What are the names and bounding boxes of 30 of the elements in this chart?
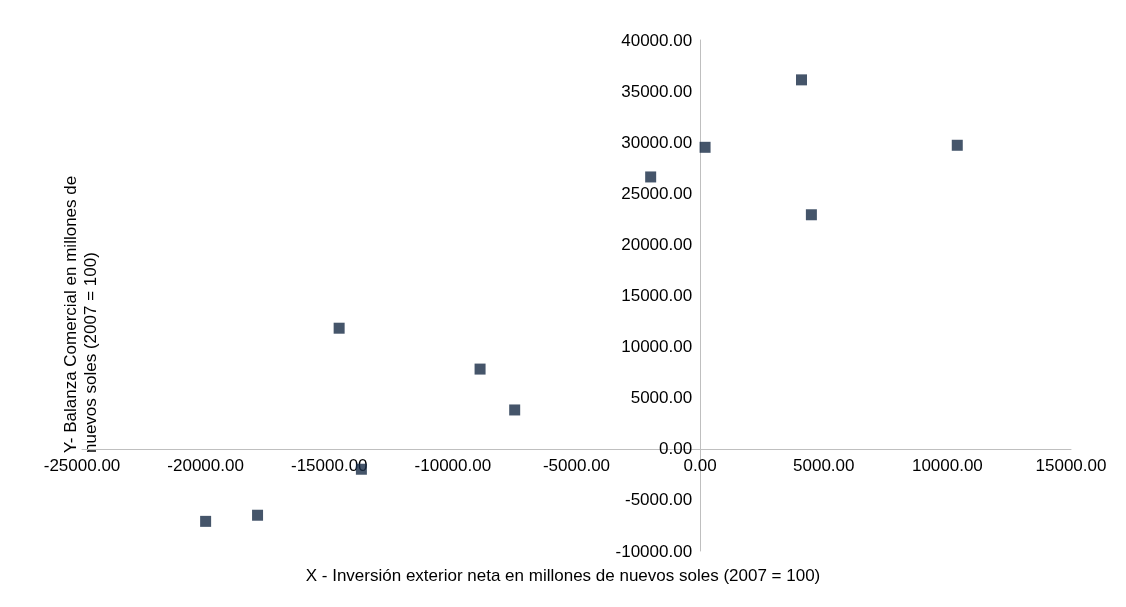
y-tick-label: 30000.00 (621, 132, 693, 152)
point (333, 322, 345, 334)
x-tick-label: -5000.00 (542, 455, 611, 475)
point (474, 363, 486, 375)
y-tick-label: 35000.00 (621, 81, 693, 101)
y-tick-label: 5000.00 (630, 388, 693, 408)
point (509, 404, 521, 416)
y-tick-label: 15000.00 (621, 286, 693, 305)
y-axis-title: Y- Balanza Comercial en millones de nuevos soles (2007 = 100) (60, 171, 100, 453)
x-tick-label: -20000.00 (167, 455, 244, 475)
x-axis-title: X - Inversión exterior neta en millones de nuevos soles (2007 = 100) (305, 566, 821, 585)
point (645, 171, 657, 183)
y-tick-label: 10000.00 (621, 337, 693, 357)
y-tick-label: 25000.00 (621, 183, 693, 203)
y-tick-label: -5000.00 (625, 490, 693, 510)
y-tick-label: 40000.00 (621, 30, 693, 50)
point (805, 209, 817, 221)
point (796, 74, 807, 86)
point (200, 515, 212, 527)
x-tick-label: -15000.00 (290, 455, 368, 475)
x-tick-label: -25000.00 (43, 455, 121, 475)
point (699, 141, 711, 153)
y-tick-label: -10000.00 (615, 541, 693, 561)
x-tick-label: 5000.00 (793, 455, 855, 475)
y-tick-label: 20000.00 (621, 234, 693, 254)
point (252, 509, 264, 521)
x-tick-label: 15000.00 (1035, 455, 1107, 475)
point (951, 139, 963, 151)
x-tick-label: -10000.00 (414, 455, 492, 475)
x-tick-label: 10000.00 (911, 455, 983, 475)
